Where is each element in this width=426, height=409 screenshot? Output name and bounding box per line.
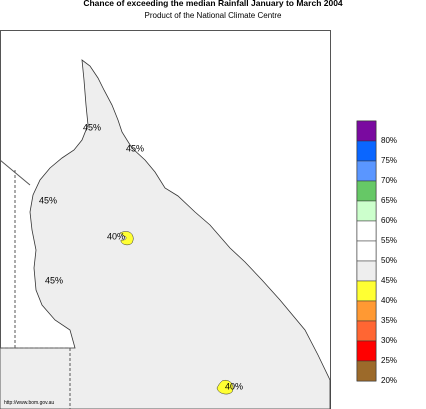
anomaly-area	[216, 380, 234, 395]
legend-label: 55%	[381, 236, 397, 245]
legend-swatch	[356, 360, 377, 382]
contour-label: 40%	[225, 381, 243, 391]
legend-label: 40%	[381, 296, 397, 305]
legend-label: 80%	[381, 136, 397, 145]
legend-label: 20%	[381, 376, 397, 385]
title: Chance of exceeding the median Rainfall …	[83, 0, 343, 8]
map-frame	[0, 30, 331, 409]
legend-swatch	[356, 140, 377, 162]
legend-swatch	[356, 240, 377, 262]
legend-swatch	[356, 280, 377, 302]
land	[0, 59, 331, 409]
legend-swatch	[356, 180, 377, 202]
legend-swatch	[356, 300, 377, 322]
legend-swatch	[356, 320, 377, 342]
legend-swatch	[356, 200, 377, 222]
anomaly-area	[119, 231, 134, 246]
source-url: http://www.bom.gov.au	[4, 400, 54, 406]
contour-label: 40%	[107, 231, 125, 241]
legend-label: 50%	[381, 256, 397, 265]
legend-swatch	[356, 120, 377, 142]
contour-label: 45%	[126, 143, 144, 153]
subtitle: Product of the National Climate Centre	[145, 11, 283, 20]
legend-swatch	[356, 340, 377, 362]
legend-label: 65%	[381, 196, 397, 205]
legend-label: 75%	[381, 156, 397, 165]
legend-label: 45%	[381, 276, 397, 285]
legend-label: 25%	[381, 356, 397, 365]
legend-swatch	[356, 260, 377, 282]
legend-label: 60%	[381, 216, 397, 225]
legend-swatch	[356, 160, 377, 182]
legend-label: 35%	[381, 316, 397, 325]
legend-swatch	[356, 220, 377, 242]
contour-label: 45%	[45, 275, 63, 285]
legend-label: 30%	[381, 336, 397, 345]
contour-label: 45%	[39, 195, 57, 205]
legend-label: 70%	[381, 176, 397, 185]
contour-label: 45%	[83, 122, 101, 132]
